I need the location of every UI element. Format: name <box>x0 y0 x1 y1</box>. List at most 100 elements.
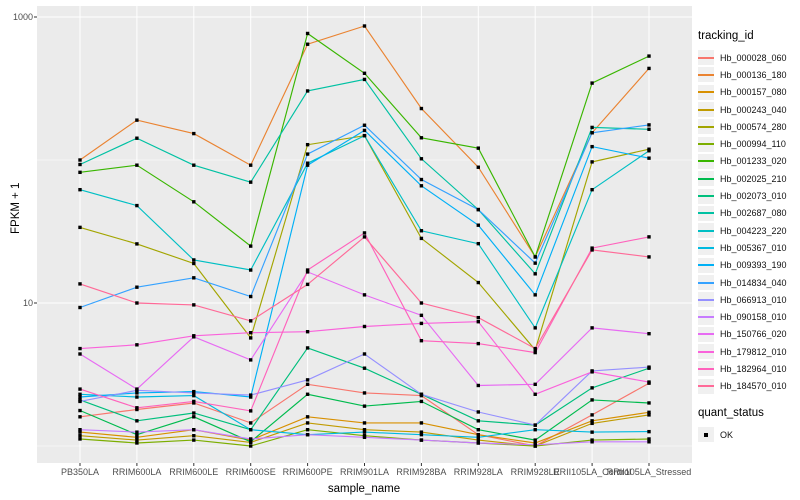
legend-item-Hb_002025_210: Hb_002025_210 <box>698 170 798 187</box>
data-point <box>419 338 424 343</box>
data-point <box>192 200 196 204</box>
data-point <box>362 421 367 425</box>
data-point <box>78 415 82 419</box>
legend-key-line-icon <box>698 350 714 353</box>
x-tick-label: RRIM928LE <box>510 467 560 477</box>
legend-key-icon <box>698 361 714 377</box>
legend-item-Hb_009393_190: Hb_009393_190 <box>698 257 798 274</box>
legend: tracking_id Hb_000028_060 Hb_000136_180 Hb… <box>698 30 798 443</box>
legend-tracking-items: Hb_000028_060 Hb_000136_180 Hb_000157_080 H… <box>698 49 798 395</box>
data-point <box>419 136 424 140</box>
legend-item-label: Hb_000574_280 <box>720 121 787 132</box>
data-point <box>590 438 594 442</box>
data-point <box>78 399 82 404</box>
data-point <box>647 413 651 417</box>
legend-item-label: Hb_000028_060 <box>720 52 787 63</box>
legend-item-Hb_004223_220: Hb_004223_220 <box>698 222 798 239</box>
data-point <box>362 71 367 75</box>
legend-key-line-icon <box>698 143 714 146</box>
legend-item-label: Hb_090158_010 <box>720 312 787 323</box>
data-point <box>476 435 480 440</box>
data-point <box>533 423 537 427</box>
legend-key-icon <box>698 119 714 135</box>
data-point <box>533 326 537 330</box>
data-point <box>419 236 424 241</box>
data-point <box>305 415 310 419</box>
legend-key-icon <box>698 257 714 273</box>
data-point <box>192 415 196 419</box>
x-tick-label: RRII105LA_Control <box>553 467 632 477</box>
legend-key-icon <box>698 309 714 325</box>
data-point <box>249 409 253 413</box>
data-point <box>362 352 367 356</box>
data-point <box>78 434 82 438</box>
data-point <box>590 430 594 434</box>
data-point <box>305 31 310 36</box>
data-point <box>78 225 82 230</box>
legend-item-Hb_179812_010: Hb_179812_010 <box>698 343 798 360</box>
legend-key-icon <box>698 84 714 100</box>
data-point <box>590 81 594 85</box>
data-point <box>135 407 139 412</box>
x-tick-label: RRIM600LA <box>112 467 162 477</box>
data-point <box>590 386 594 390</box>
data-point <box>362 123 367 127</box>
data-point <box>647 440 651 444</box>
data-point <box>362 24 367 28</box>
data-point <box>533 261 537 265</box>
data-point <box>192 399 196 404</box>
x-axis-title: sample_name <box>327 483 401 495</box>
data-point <box>249 244 253 248</box>
data-point <box>647 149 651 153</box>
data-point <box>305 382 310 387</box>
legend-key-icon <box>698 50 714 66</box>
data-point <box>362 231 367 235</box>
data-point <box>78 428 82 432</box>
data-point <box>476 165 480 169</box>
data-point <box>419 229 424 233</box>
legend-key-line-icon <box>698 298 714 301</box>
data-point <box>78 408 82 413</box>
data-point <box>249 437 253 441</box>
data-point <box>249 358 253 362</box>
legend-key-icon <box>698 223 714 239</box>
data-point <box>476 319 480 324</box>
legend-item-Hb_000157_080: Hb_000157_080 <box>698 84 798 101</box>
data-point <box>305 268 310 272</box>
data-point <box>78 430 82 434</box>
legend-item-Hb_014834_040: Hb_014834_040 <box>698 274 798 291</box>
data-point <box>78 187 82 192</box>
data-point <box>590 326 594 330</box>
data-point <box>647 380 651 384</box>
data-point <box>135 242 139 246</box>
data-point <box>362 77 367 82</box>
data-point <box>249 395 253 399</box>
legend-key-line-icon <box>698 246 714 249</box>
legend-key-line-icon <box>698 212 714 215</box>
x-tick-label: RRII105LA_Stressed <box>606 467 692 477</box>
data-point <box>476 315 480 320</box>
legend-key-icon <box>698 275 714 290</box>
data-point <box>192 334 196 338</box>
legend-item-label: Hb_000243_040 <box>720 104 787 115</box>
data-point <box>305 346 310 350</box>
data-point <box>647 429 651 434</box>
data-point <box>419 301 424 305</box>
data-point <box>362 128 367 133</box>
data-point <box>590 440 594 444</box>
legend-key-line-icon <box>698 229 714 232</box>
legend-key-line-icon <box>698 264 714 267</box>
data-point <box>192 411 196 415</box>
data-point <box>192 303 196 307</box>
data-point <box>419 392 424 396</box>
legend-quant-status-block: quant_status OK <box>698 407 798 443</box>
data-point <box>476 146 480 150</box>
legend-key-icon <box>698 188 714 204</box>
legend-key-line-icon <box>698 367 714 370</box>
data-point <box>135 432 139 437</box>
data-point <box>135 395 139 399</box>
data-point <box>362 366 367 370</box>
data-point <box>362 404 367 408</box>
data-point <box>533 428 537 432</box>
data-point <box>647 66 651 71</box>
